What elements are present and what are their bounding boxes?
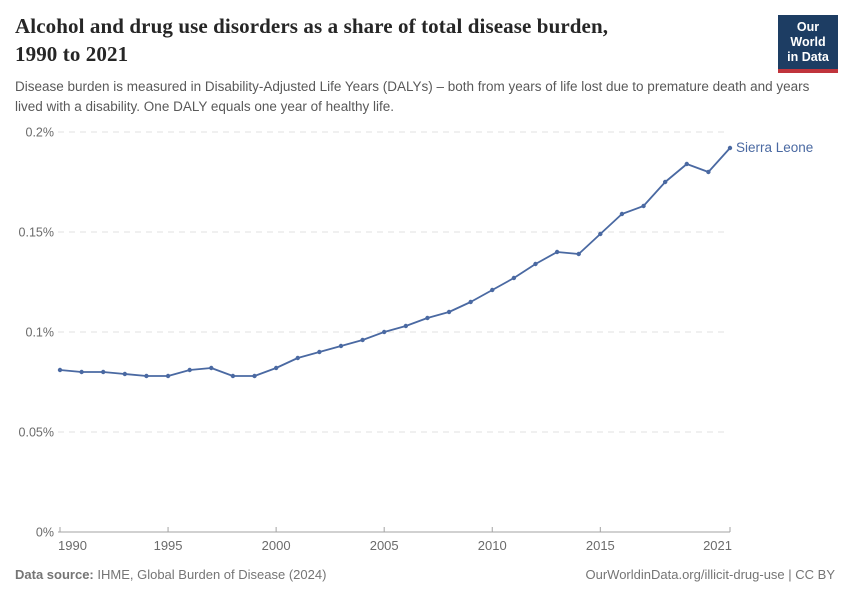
y-axis-tick-label: 0.1% [26, 326, 55, 340]
x-axis-tick-label: 1990 [58, 538, 87, 553]
data-point[interactable] [187, 367, 192, 373]
data-point[interactable] [360, 337, 365, 343]
x-axis-tick-label: 1995 [154, 538, 183, 553]
x-axis-tick-label: 2000 [262, 538, 291, 553]
y-axis-tick-label: 0.15% [19, 226, 54, 240]
data-point[interactable] [706, 169, 711, 175]
chart-header: Alcohol and drug use disorders as a shar… [15, 12, 835, 117]
data-point[interactable] [79, 369, 84, 375]
owid-logo[interactable]: Our World in Data [778, 15, 838, 73]
data-point[interactable] [446, 309, 452, 315]
chart-subtitle: Disease burden is measured in Disability… [15, 79, 810, 114]
owid-logo-line2: in Data [787, 50, 829, 64]
chart-footer: Data source: IHME, Global Burden of Dise… [15, 567, 835, 582]
data-point[interactable] [619, 211, 625, 217]
data-point[interactable] [490, 287, 495, 293]
x-axis-tick-label: 2015 [586, 538, 615, 553]
chart-title-line1: Alcohol and drug use disorders as a shar… [15, 14, 609, 38]
data-point[interactable] [338, 343, 344, 349]
data-point[interactable] [295, 355, 300, 361]
entity-label-sierra-leone[interactable]: Sierra Leone [736, 140, 813, 155]
data-point[interactable] [662, 179, 668, 185]
data-point[interactable] [101, 369, 106, 375]
data-point[interactable] [576, 251, 581, 257]
data-point[interactable] [727, 145, 733, 151]
chart-title-line2: 1990 to 2021 [15, 42, 129, 66]
data-point[interactable] [403, 323, 409, 329]
data-source-note: Data source: IHME, Global Burden of Dise… [15, 567, 326, 582]
data-point[interactable] [57, 367, 63, 373]
data-point[interactable] [598, 231, 603, 237]
y-axis-tick-label: 0.2% [26, 126, 55, 140]
credit-link[interactable]: OurWorldinData.org/illicit-drug-use | CC… [585, 567, 836, 582]
data-point[interactable] [122, 371, 128, 377]
x-axis-tick-label: 2021 [703, 538, 732, 553]
data-source-label: Data source: [15, 567, 94, 582]
data-point[interactable] [684, 161, 689, 167]
data-point[interactable] [209, 365, 214, 371]
data-point[interactable] [554, 249, 560, 255]
data-point[interactable] [511, 275, 517, 281]
data-point[interactable] [381, 329, 387, 335]
data-point[interactable] [165, 373, 171, 379]
data-point[interactable] [230, 373, 236, 379]
data-line-sierra-leone[interactable] [59, 147, 731, 377]
data-point[interactable] [533, 261, 538, 267]
data-point[interactable] [317, 349, 322, 355]
data-point[interactable] [641, 203, 646, 209]
data-point[interactable] [425, 315, 430, 321]
owid-logo-line1: Our World [790, 20, 826, 49]
data-point[interactable] [273, 365, 279, 371]
y-axis-tick-label: 0.05% [19, 426, 54, 440]
x-axis-tick-label: 2010 [478, 538, 507, 553]
x-axis-tick-label: 2005 [370, 538, 399, 553]
data-point[interactable] [144, 373, 149, 379]
chart-title: Alcohol and drug use disorders as a shar… [15, 12, 715, 68]
y-axis-tick-label: 0% [36, 526, 54, 540]
data-point[interactable] [252, 373, 257, 379]
data-point[interactable] [468, 299, 473, 305]
data-source-text: IHME, Global Burden of Disease (2024) [93, 567, 327, 582]
